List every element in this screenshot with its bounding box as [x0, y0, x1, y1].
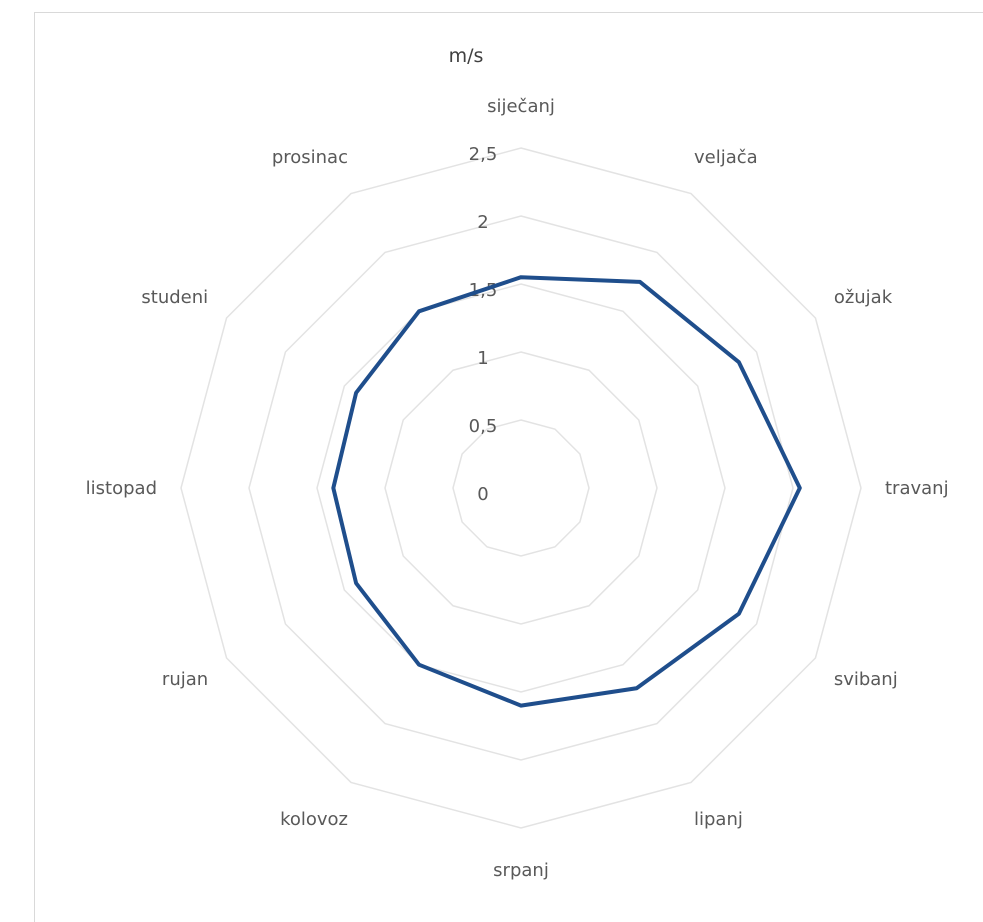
- category-label: veljača: [694, 147, 758, 168]
- radar-category-labels: siječanj veljača ožujak travanj svibanj lipan…: [86, 96, 949, 881]
- category-label: srpanj: [493, 860, 549, 881]
- series-line: [331, 275, 802, 708]
- grid-ring-1: [452, 419, 590, 557]
- tick-label: 0,5: [469, 416, 498, 437]
- tick-label: 2,5: [469, 144, 498, 165]
- category-label: svibanj: [834, 669, 898, 690]
- tick-label: 1: [477, 348, 488, 369]
- grid-ring-3: [316, 283, 726, 693]
- category-label: travanj: [885, 478, 949, 499]
- unit-label: m/s: [449, 45, 484, 67]
- chart-frame: [34, 12, 983, 922]
- radar-tick-labels: 00,511,522,5: [469, 144, 498, 505]
- category-label: studeni: [141, 287, 208, 308]
- grid-ring-2: [384, 351, 658, 625]
- grid-ring-4: [248, 215, 794, 761]
- category-label: siječanj: [487, 96, 555, 117]
- tick-label: 0: [477, 484, 488, 505]
- category-label: rujan: [162, 669, 208, 690]
- tick-label: 2: [477, 212, 488, 233]
- category-label: ožujak: [834, 287, 893, 308]
- radar-series: [331, 275, 802, 708]
- category-label: listopad: [86, 478, 157, 499]
- category-label: lipanj: [694, 809, 743, 830]
- radar-grid: [180, 147, 862, 829]
- category-label: prosinac: [272, 147, 348, 168]
- grid-ring-5: [180, 147, 862, 829]
- category-label: kolovoz: [280, 809, 348, 830]
